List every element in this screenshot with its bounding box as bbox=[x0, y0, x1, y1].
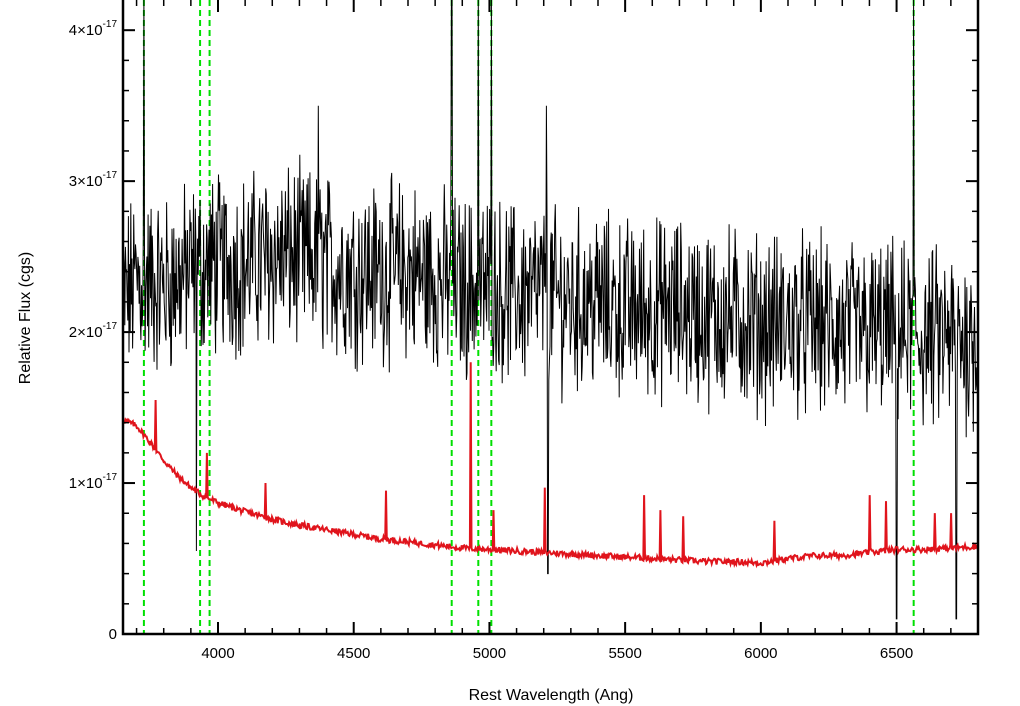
x-tick-label-2: 5000 bbox=[473, 645, 506, 662]
y-tick-label-4: 4×10-17 bbox=[69, 19, 118, 39]
series-layer bbox=[123, 0, 978, 620]
x-axis-title: Rest Wavelength (Ang) bbox=[469, 687, 634, 704]
model-spectrum-line bbox=[123, 362, 978, 569]
observed-spectrum-line bbox=[123, 0, 978, 620]
ticks-layer: 4000 4500 5000 5500 6000 6500 0 1×10-17 2×10-17 3… bbox=[69, 0, 979, 662]
x-tick-label-1: 4500 bbox=[337, 645, 370, 662]
x-tick-label-4: 6000 bbox=[744, 645, 777, 662]
axes-layer bbox=[121, 0, 980, 636]
y-tick-label-0: 0 bbox=[109, 626, 117, 643]
x-tick-label-5: 6500 bbox=[880, 645, 913, 662]
y-tick-label-3: 3×10-17 bbox=[69, 170, 118, 190]
plot-frame bbox=[121, 0, 980, 636]
y-tick-label-2: 2×10-17 bbox=[69, 321, 118, 341]
y-tick-label-1: 1×10-17 bbox=[69, 472, 118, 492]
x-tick-label-3: 5500 bbox=[608, 645, 641, 662]
y-axis-title: Relative Flux (cgs) bbox=[17, 252, 34, 384]
x-tick-label-0: 4000 bbox=[201, 645, 234, 662]
